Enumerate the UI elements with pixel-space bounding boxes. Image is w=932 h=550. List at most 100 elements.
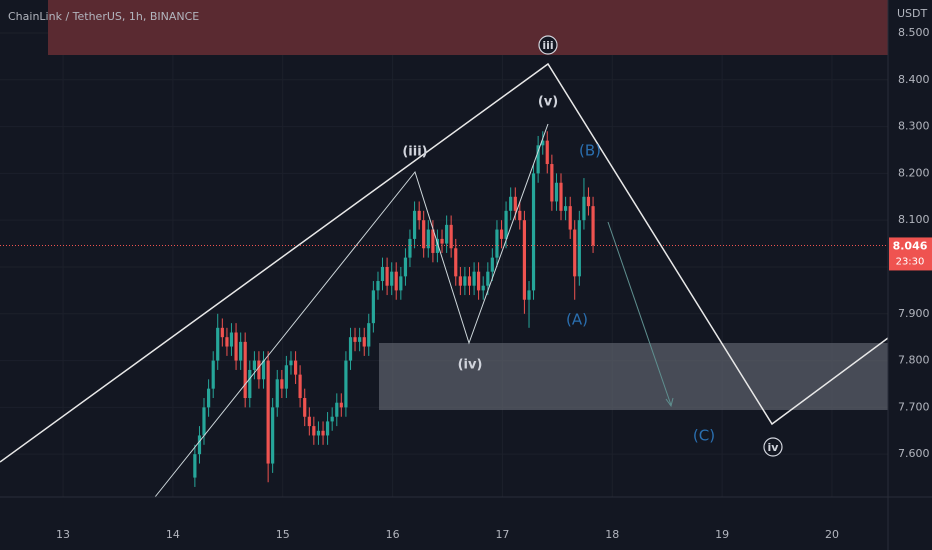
candle-body xyxy=(412,210,417,239)
candle-body xyxy=(582,196,586,221)
candle-body xyxy=(293,360,298,375)
candle-body xyxy=(248,369,252,399)
candle-body xyxy=(573,229,577,277)
candle-body xyxy=(458,276,462,286)
candle-body xyxy=(527,290,531,300)
resistance-zone xyxy=(48,0,888,55)
candle-body xyxy=(335,402,339,417)
candle-body xyxy=(577,220,581,277)
candle-body xyxy=(202,407,206,436)
candle-body xyxy=(371,290,375,324)
x-tick-label: 15 xyxy=(276,528,290,541)
candle-body xyxy=(280,379,284,389)
arrow-head xyxy=(665,397,674,408)
wave-label: (iii) xyxy=(402,145,427,160)
candle-body xyxy=(252,360,257,370)
price-label: 8.046 xyxy=(893,239,928,252)
candle-body xyxy=(225,337,229,347)
candle-body xyxy=(229,332,234,347)
wave-label: iv xyxy=(768,441,780,454)
candle-body xyxy=(307,416,311,427)
wave-label: (iv) xyxy=(458,358,483,373)
candle-body xyxy=(239,341,243,361)
candle-body xyxy=(339,402,343,408)
candle-body xyxy=(358,337,362,342)
y-axis-label: USDT xyxy=(897,7,928,20)
candle-body xyxy=(513,196,517,211)
candle-body xyxy=(376,281,380,291)
candles xyxy=(193,131,595,487)
candle-body xyxy=(403,257,408,277)
subwave-line xyxy=(154,123,549,498)
candle-body xyxy=(206,388,211,408)
x-tick-label: 20 xyxy=(825,528,839,541)
candle-body xyxy=(586,196,591,207)
candle-body xyxy=(431,229,435,253)
candle-body xyxy=(211,360,215,389)
grid xyxy=(0,0,888,497)
candle-body xyxy=(531,173,536,291)
candle-body xyxy=(243,341,247,399)
x-tick-label: 17 xyxy=(495,528,509,541)
candle-body xyxy=(261,360,266,380)
candle-body xyxy=(257,360,261,380)
candle-body xyxy=(417,210,421,221)
y-tick-label: 8.400 xyxy=(898,73,930,86)
y-tick-label: 8.500 xyxy=(898,26,930,39)
y-tick-label: 7.900 xyxy=(898,307,930,320)
candle-body xyxy=(394,271,398,291)
candle-body xyxy=(481,285,485,291)
candle-body xyxy=(298,374,302,399)
x-tick-label: 13 xyxy=(56,528,70,541)
x-tick-label: 18 xyxy=(605,528,619,541)
price-label-box xyxy=(889,237,932,271)
x-axis-panel xyxy=(0,497,932,550)
candle-body xyxy=(367,323,371,347)
candle-body xyxy=(472,271,476,286)
candle-body xyxy=(348,337,353,361)
axes: 8.5008.4008.3008.2008.1008.0007.9007.800… xyxy=(56,26,929,541)
y-tick-label: 7.800 xyxy=(898,354,930,367)
x-tick-label: 19 xyxy=(715,528,729,541)
candle-body xyxy=(440,238,444,244)
candle-body xyxy=(426,229,430,249)
candle-body xyxy=(353,337,357,342)
y-tick-label: 7.600 xyxy=(898,447,930,460)
candle-body xyxy=(344,360,348,408)
y-tick-label: 8.300 xyxy=(898,120,930,133)
wave-label: (C) xyxy=(693,427,715,445)
support-zone xyxy=(379,343,888,410)
y-axis-panel xyxy=(888,0,932,550)
candle-body xyxy=(504,210,508,239)
projection-arrow xyxy=(607,221,672,406)
candle-body xyxy=(390,271,394,286)
candle-body xyxy=(564,206,568,211)
candle-body xyxy=(541,140,545,146)
candle-body xyxy=(303,398,307,417)
chart-title: ChainLink / TetherUS, 1h, BINANCE xyxy=(8,10,199,23)
candle-body xyxy=(591,206,595,246)
x-tick-label: 16 xyxy=(386,528,400,541)
candle-body xyxy=(559,182,563,211)
candle-body xyxy=(422,220,426,249)
candle-body xyxy=(522,220,527,300)
candle-body xyxy=(284,365,288,389)
candle-body xyxy=(216,327,220,361)
wave-circle xyxy=(763,437,783,457)
candle-body xyxy=(266,360,270,464)
candle-body xyxy=(490,257,494,272)
candle-body xyxy=(193,454,197,478)
candle-body xyxy=(554,182,559,202)
y-tick-label: 7.700 xyxy=(898,400,930,413)
wave-label: (v) xyxy=(538,95,558,110)
wave-label: (B) xyxy=(579,142,601,160)
y-tick-label: 8.100 xyxy=(898,213,930,226)
countdown-label: 23:30 xyxy=(896,256,925,267)
y-tick-label: 8.200 xyxy=(898,166,930,179)
candle-body xyxy=(445,224,449,244)
candle-body xyxy=(312,426,316,436)
x-tick-label: 14 xyxy=(166,528,180,541)
candle-body xyxy=(316,430,321,436)
